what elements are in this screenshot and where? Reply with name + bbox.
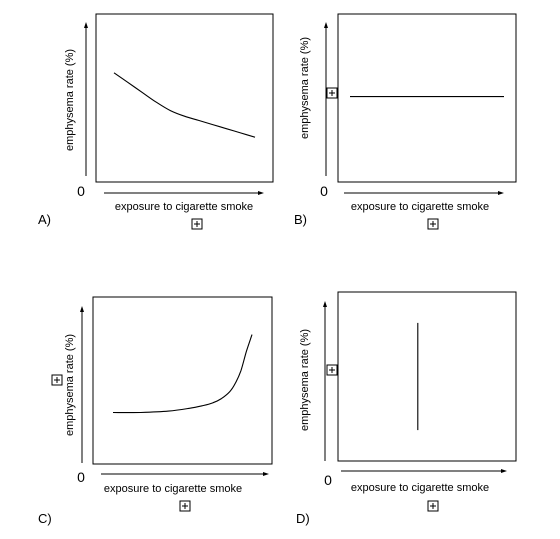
- expand-icon[interactable]: [191, 218, 203, 230]
- y-axis-arrowhead: [80, 306, 84, 312]
- plot-frame: [337, 291, 517, 462]
- expand-icon[interactable]: [326, 364, 338, 376]
- panel-letter: C): [38, 511, 52, 526]
- expand-icon[interactable]: [427, 218, 439, 230]
- x-axis-arrowhead: [258, 191, 264, 195]
- x-axis-arrowhead: [263, 472, 269, 476]
- y-axis-label: emphysema rate (%): [64, 49, 76, 151]
- y-axis-label: emphysema rate (%): [299, 37, 311, 139]
- panel-letter: A): [38, 212, 51, 227]
- x-axis-label: exposure to cigarette smoke: [104, 483, 242, 495]
- series-line: [113, 72, 256, 138]
- origin-label: 0: [324, 472, 332, 488]
- y-axis-arrowhead: [324, 22, 328, 28]
- y-axis-arrowhead: [84, 22, 88, 28]
- y-axis-arrowhead: [323, 301, 327, 307]
- panel-b: 0 exposure to cigarette smoke emphysema …: [294, 13, 517, 230]
- origin-label: 0: [77, 469, 85, 485]
- expand-icon[interactable]: [179, 500, 191, 512]
- y-axis-label: emphysema rate (%): [299, 329, 311, 431]
- x-axis-arrowhead: [501, 469, 507, 473]
- origin-label: 0: [77, 183, 85, 199]
- series-line: [112, 334, 253, 414]
- panel-c: 0 exposure to cigarette smoke emphysema …: [38, 296, 273, 526]
- expand-icon[interactable]: [427, 500, 439, 512]
- expand-icon[interactable]: [326, 87, 338, 99]
- plot-frame: [92, 296, 273, 465]
- expand-icon[interactable]: [51, 374, 63, 386]
- origin-label: 0: [320, 183, 328, 199]
- panel-d: 0 exposure to cigarette smoke emphysema …: [296, 291, 517, 526]
- x-axis-arrowhead: [498, 191, 504, 195]
- panel-a: 0 exposure to cigarette smoke emphysema …: [38, 13, 274, 230]
- plot-frame: [337, 13, 517, 183]
- y-axis-label: emphysema rate (%): [64, 334, 76, 436]
- x-axis-label: exposure to cigarette smoke: [351, 482, 489, 494]
- plot-frame: [95, 13, 274, 183]
- x-axis-label: exposure to cigarette smoke: [115, 201, 253, 213]
- panel-letter: D): [296, 511, 310, 526]
- panel-letter: B): [294, 212, 307, 227]
- x-axis-label: exposure to cigarette smoke: [351, 201, 489, 213]
